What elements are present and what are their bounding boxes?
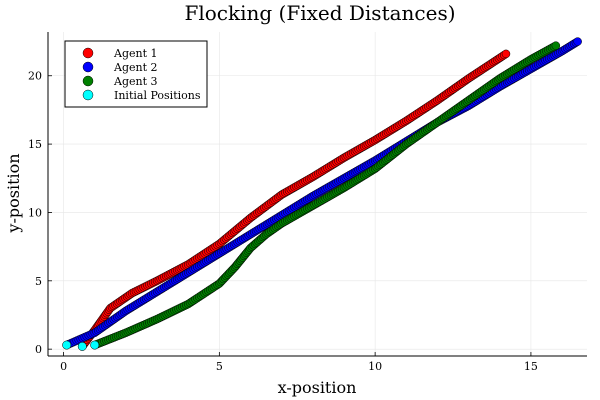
initial-position-point [77,341,87,351]
x-axis-label: x-position [278,378,357,397]
initial-positions-layer [62,340,100,351]
agent-1-point [501,49,511,59]
y-tick-label: 20 [28,70,42,83]
legend-marker-agent-3 [82,75,94,87]
axes-layer: 0 5 10 15 0 5 10 15 20 [28,32,587,373]
x-tick-label: 5 [216,360,223,373]
y-tick-label: 10 [28,206,42,219]
legend-label-agent-1: Agent 1 [113,47,158,60]
y-axis-label: y-position [4,153,23,233]
x-tick-label: 15 [524,360,538,373]
legend: Agent 1 Agent 2 Agent 3 Initial Position… [64,40,208,108]
legend-marker-agent-1 [82,47,94,59]
points-layer [62,37,582,351]
legend-label-initial-positions: Initial Positions [114,89,201,102]
y-tick-label: 5 [35,275,42,288]
agent-2-point [573,37,582,46]
y-tick-label: 15 [28,138,42,151]
initial-position-point [62,340,72,350]
x-tick-label: 10 [368,360,382,373]
x-tick-label: 0 [60,360,67,373]
legend-label-agent-2: Agent 2 [113,61,158,74]
chart-title: Flocking (Fixed Distances) [184,1,455,25]
y-tick-label: 0 [35,343,42,356]
initial-position-point [90,340,100,350]
agent-3-point [551,41,561,50]
legend-marker-agent-2 [82,61,94,73]
legend-label-agent-3: Agent 3 [113,75,158,88]
legend-marker-initial-positions [82,89,94,101]
